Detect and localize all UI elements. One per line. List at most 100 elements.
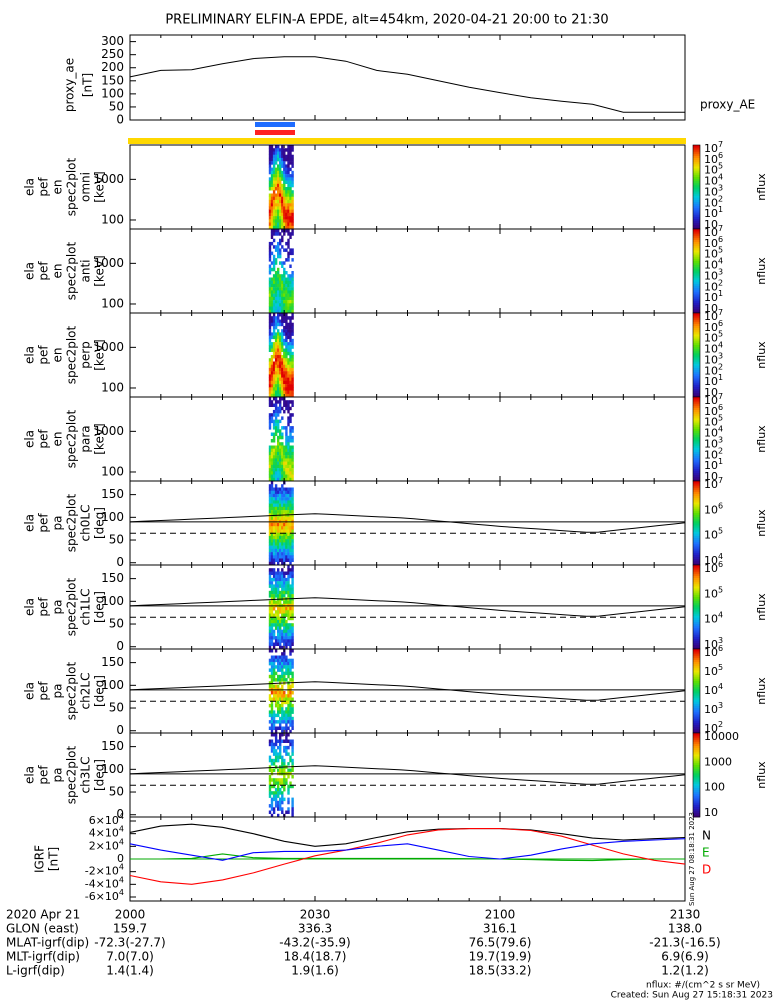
y-tick-label: 0 bbox=[117, 852, 124, 865]
heatmap-cell bbox=[272, 361, 276, 365]
heatmap-cell bbox=[268, 400, 272, 404]
heatmap-cell bbox=[270, 445, 274, 449]
heatmap-cell bbox=[281, 713, 284, 718]
heatmap-cell bbox=[270, 290, 274, 294]
colorbar-segment bbox=[693, 777, 700, 780]
heatmap-cell bbox=[279, 400, 282, 404]
heatmap-cell bbox=[274, 390, 278, 394]
y-tick-label: 300 bbox=[101, 34, 124, 48]
heatmap-cell bbox=[279, 577, 282, 582]
heatmap-cell bbox=[277, 154, 280, 159]
heatmap-cell bbox=[274, 199, 278, 204]
heatmap-cell bbox=[277, 613, 280, 617]
heatmap-cell bbox=[268, 287, 272, 291]
heatmap-cell bbox=[270, 306, 274, 310]
heatmap-cell bbox=[285, 584, 288, 588]
heatmap-cell bbox=[283, 455, 286, 459]
heatmap-cell bbox=[281, 183, 284, 188]
heatmap-cell bbox=[287, 600, 290, 604]
heatmap-cell bbox=[270, 561, 274, 566]
heatmap-cell bbox=[268, 558, 272, 562]
colorbar-segment bbox=[693, 556, 700, 560]
heatmap-cell bbox=[285, 367, 288, 372]
heatmap-cell bbox=[270, 377, 274, 382]
heatmap-cell bbox=[274, 170, 278, 175]
heatmap-cell bbox=[281, 274, 284, 278]
heatmap-cell bbox=[289, 707, 292, 711]
heatmap-cell bbox=[289, 629, 292, 634]
heatmap-cell bbox=[283, 371, 286, 375]
heatmap-cell bbox=[277, 607, 280, 611]
colorbar-tick-label: 106 bbox=[704, 560, 723, 576]
heatmap-cell bbox=[285, 642, 288, 646]
heatmap-cell bbox=[279, 280, 282, 285]
heatmap-cell bbox=[270, 768, 274, 772]
heatmap-cell bbox=[287, 293, 290, 298]
heatmap-cell bbox=[283, 355, 286, 359]
heatmap-cell bbox=[281, 493, 284, 498]
heatmap-cell bbox=[279, 487, 282, 491]
panel-ylabel-word: en bbox=[51, 180, 65, 195]
panel-frame bbox=[129, 312, 686, 398]
heatmap-cell bbox=[289, 232, 292, 236]
heatmap-cell bbox=[274, 203, 278, 207]
heatmap-cell bbox=[289, 720, 292, 724]
heatmap-cell bbox=[291, 813, 294, 818]
heatmap-cell bbox=[289, 161, 292, 165]
colorbar-segment bbox=[693, 787, 700, 791]
heatmap-cell bbox=[268, 529, 272, 533]
heatmap-cell bbox=[279, 225, 282, 230]
panel-ylabel-word: pef bbox=[37, 261, 51, 281]
heatmap-cell bbox=[283, 658, 286, 663]
heatmap-cell bbox=[287, 733, 290, 737]
footer-row-value: 2130 bbox=[670, 908, 701, 922]
heatmap-cell bbox=[285, 500, 288, 504]
colorbar-tick-label: 102 bbox=[704, 194, 723, 210]
heatmap-cell bbox=[279, 342, 282, 346]
heatmap-cell bbox=[285, 212, 288, 217]
heatmap-cell bbox=[274, 749, 278, 753]
colorbar-segment bbox=[693, 634, 700, 637]
heatmap-cell bbox=[272, 535, 276, 540]
heatmap-cell bbox=[281, 358, 284, 362]
heatmap-cell bbox=[281, 700, 284, 705]
heatmap-cell bbox=[277, 574, 280, 579]
heatmap-cell bbox=[277, 419, 280, 424]
heatmap-cell bbox=[287, 258, 290, 262]
red-segment-bar bbox=[255, 130, 295, 135]
heatmap-cell bbox=[270, 342, 274, 346]
heatmap-cell bbox=[281, 426, 284, 430]
heatmap-cell bbox=[285, 587, 288, 592]
panel-frame bbox=[129, 396, 686, 482]
igrf-ylabel: IGRF bbox=[33, 845, 47, 873]
heatmap-cell bbox=[270, 697, 274, 701]
heatmap-cell bbox=[274, 157, 278, 162]
heatmap-cell bbox=[272, 261, 276, 265]
heatmap-cell bbox=[285, 665, 288, 669]
heatmap-cell bbox=[279, 468, 282, 472]
heatmap-cell bbox=[268, 345, 272, 349]
heatmap-cell bbox=[270, 513, 274, 517]
heatmap-cell bbox=[272, 232, 276, 236]
heatmap-cell bbox=[291, 532, 294, 537]
colorbar-segment bbox=[693, 460, 700, 463]
heatmap-cell bbox=[289, 419, 292, 424]
heatmap-cell bbox=[287, 377, 290, 382]
heatmap-cell bbox=[270, 668, 274, 672]
colorbar-segment bbox=[693, 394, 700, 398]
heatmap-cell bbox=[274, 303, 278, 307]
heatmap-cell bbox=[274, 209, 278, 214]
heatmap-cell bbox=[289, 287, 292, 291]
heatmap-cell bbox=[291, 342, 294, 346]
heatmap-cell bbox=[287, 196, 290, 201]
colorbar-segment bbox=[693, 474, 700, 478]
footer-row-label: GLON (east) bbox=[6, 922, 79, 936]
panel-ylabel-word: en bbox=[51, 432, 65, 447]
colorbar-segment bbox=[693, 283, 700, 287]
heatmap-cell bbox=[283, 671, 286, 676]
heatmap-cell bbox=[274, 458, 278, 462]
heatmap-cell bbox=[283, 626, 286, 630]
heatmap-cell bbox=[287, 703, 290, 708]
colorbar-segment bbox=[693, 560, 700, 564]
colorbar-tick-label: 101 bbox=[704, 373, 723, 389]
